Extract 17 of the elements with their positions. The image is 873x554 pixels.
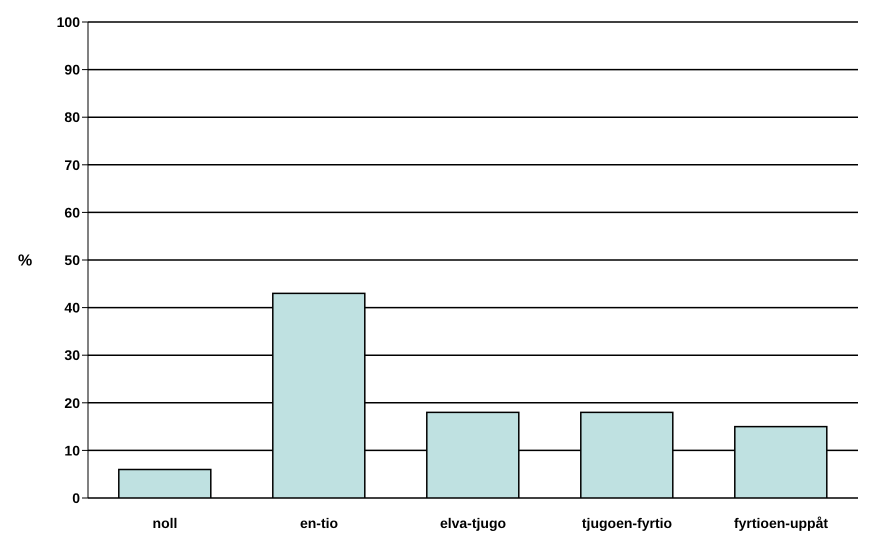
y-axis-title: % — [18, 252, 32, 270]
y-tick-label: 60 — [64, 204, 80, 220]
y-tick-label: 100 — [56, 14, 80, 30]
x-tick-label: tjugoen-fyrtio — [582, 514, 672, 531]
x-tick-label: elva-tjugo — [440, 514, 506, 531]
x-tick-label: noll — [152, 514, 178, 531]
y-tick-label: 90 — [64, 62, 80, 78]
x-tick-label: fyrtioen-uppåt — [734, 514, 828, 531]
y-tick-label: 40 — [64, 300, 80, 316]
y-tick-label: 0 — [72, 490, 80, 506]
y-tick-label: 10 — [64, 442, 80, 458]
x-tick-label: en-tio — [300, 514, 338, 531]
y-tick-label: 80 — [64, 109, 80, 126]
y-tick-label: 30 — [64, 347, 80, 364]
y-tick-label: 70 — [64, 156, 80, 173]
y-tick-label: 50 — [64, 252, 80, 268]
y-tick-label: 20 — [64, 394, 80, 411]
